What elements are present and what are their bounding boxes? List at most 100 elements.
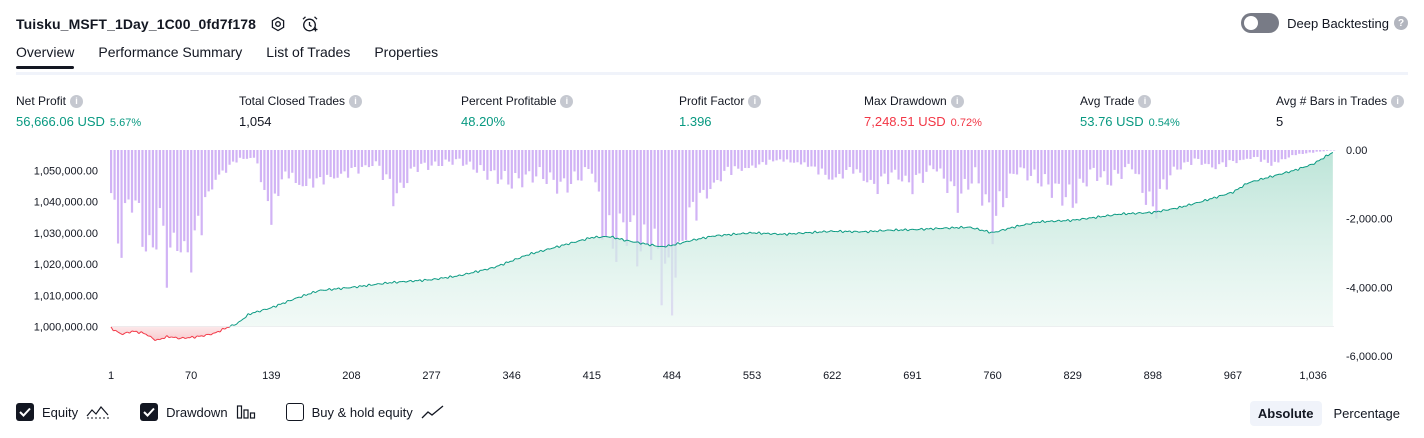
info-icon[interactable]: i bbox=[1138, 94, 1152, 108]
drawdown-bar bbox=[1141, 150, 1144, 193]
tab-list-of-trades[interactable]: List of Trades bbox=[266, 44, 351, 60]
equity-line-segment bbox=[1251, 180, 1255, 183]
equity-line-segment bbox=[847, 230, 850, 233]
equity-line-segment bbox=[640, 242, 644, 245]
tab-overview[interactable]: Overview bbox=[16, 44, 75, 69]
equity-line-segment bbox=[482, 268, 486, 271]
chart-legend: Equity Drawdown Buy & hold equity bbox=[16, 403, 475, 421]
drawdown-bar bbox=[1057, 150, 1060, 184]
drawdown-bar bbox=[270, 150, 273, 225]
drawdown-bar bbox=[500, 150, 503, 180]
equity-line-segment bbox=[700, 236, 704, 240]
settings-gear-icon[interactable] bbox=[268, 14, 288, 34]
drawdown-bar bbox=[1033, 150, 1036, 170]
drawdown-bar bbox=[423, 150, 426, 163]
info-icon[interactable]: i bbox=[349, 94, 363, 108]
equity-line-segment bbox=[703, 236, 706, 240]
equity-line-segment bbox=[138, 331, 142, 334]
tab-performance-summary[interactable]: Performance Summary bbox=[98, 44, 243, 60]
drawdown-bar bbox=[514, 150, 517, 174]
drawdown-bar bbox=[1075, 150, 1078, 204]
drawdown-bar bbox=[967, 150, 970, 190]
equity-line-segment bbox=[761, 232, 764, 235]
drawdown-bar bbox=[900, 150, 904, 182]
equity-line-segment bbox=[505, 261, 509, 263]
equity-line-segment bbox=[336, 287, 339, 290]
drawdown-bar bbox=[824, 150, 827, 175]
info-icon[interactable]: i bbox=[1391, 94, 1405, 108]
drawdown-bar bbox=[712, 150, 715, 183]
equity-profit-fill bbox=[111, 152, 1333, 327]
right-axis-tick: -4,000.00 bbox=[1346, 282, 1392, 294]
info-icon[interactable]: i bbox=[70, 94, 84, 108]
tab-properties[interactable]: Properties bbox=[374, 44, 439, 60]
drawdown-bar bbox=[998, 150, 1001, 192]
drawdown-bar bbox=[1204, 150, 1207, 164]
equity-line-segment bbox=[951, 226, 955, 229]
drawdown-bar bbox=[573, 150, 576, 172]
drawdown-bar bbox=[803, 150, 806, 163]
equity-line-segment bbox=[942, 227, 946, 229]
equity-checkbox[interactable] bbox=[16, 403, 34, 421]
buy-hold-checkbox[interactable] bbox=[285, 403, 304, 421]
drawdown-bar bbox=[841, 150, 844, 179]
total-closed-trades-value: 1,054 bbox=[239, 114, 272, 129]
drawdown-bar bbox=[510, 150, 513, 189]
drawdown-bar bbox=[918, 150, 921, 174]
equity-line-segment bbox=[371, 284, 374, 286]
equity-line-segment bbox=[1276, 173, 1280, 176]
equity-line-segment bbox=[582, 239, 586, 242]
info-icon[interactable]: i bbox=[560, 94, 574, 108]
drawdown-bar bbox=[566, 150, 569, 193]
legend-buy-hold[interactable]: Buy & hold equity bbox=[285, 403, 445, 421]
drawdown-bar bbox=[698, 150, 702, 193]
equity-line-segment bbox=[1095, 215, 1099, 219]
equity-line-segment bbox=[554, 245, 558, 249]
deep-backtesting-toggle[interactable] bbox=[1241, 13, 1280, 33]
drawdown-bar bbox=[1186, 150, 1189, 162]
drawdown-bar bbox=[754, 150, 757, 168]
equity-line-segment bbox=[828, 230, 832, 233]
percentage-button[interactable]: Percentage bbox=[1333, 406, 1401, 421]
equity-line-segment bbox=[651, 243, 655, 247]
equity-line-segment bbox=[719, 234, 723, 237]
max-drawdown-value: 7,248.51 USD bbox=[864, 114, 946, 129]
equity-line-segment bbox=[1049, 220, 1052, 222]
left-price-axis: 1,000,000.00 1,010,000.00 1,020,000.00 1,03… bbox=[34, 165, 98, 333]
equity-line-segment bbox=[1174, 207, 1178, 210]
drawdown-bar bbox=[1214, 150, 1217, 170]
equity-line-segment bbox=[802, 231, 806, 235]
equity-line-segment bbox=[182, 336, 186, 339]
drawdown-bar bbox=[1287, 150, 1290, 158]
equity-line-segment bbox=[1232, 189, 1236, 194]
equity-line-segment bbox=[1125, 212, 1129, 216]
equity-line-segment bbox=[747, 231, 751, 235]
help-icon[interactable]: ? bbox=[1394, 16, 1408, 30]
equity-line-segment bbox=[826, 231, 829, 233]
absolute-button[interactable]: Absolute bbox=[1249, 401, 1322, 426]
legend-drawdown[interactable]: Drawdown bbox=[140, 403, 255, 421]
info-icon[interactable]: i bbox=[950, 94, 964, 108]
add-alert-clock-icon[interactable] bbox=[300, 14, 320, 34]
drawdown-checkbox[interactable] bbox=[140, 403, 159, 421]
equity-line-segment bbox=[1056, 219, 1059, 222]
drawdown-bar bbox=[970, 150, 973, 184]
drawdown-bar bbox=[1329, 150, 1332, 151]
info-icon[interactable]: i bbox=[748, 94, 762, 108]
equity-line-segment bbox=[326, 288, 330, 291]
metric-percent-profitable: Percent Profitable i 48.20% bbox=[461, 94, 574, 129]
drawdown-bar bbox=[1099, 150, 1102, 178]
equity-drawdown-chart[interactable]: 1,000,000.00 1,010,000.00 1,020,000.00 1,03… bbox=[0, 140, 1424, 395]
legend-equity[interactable]: Equity bbox=[16, 403, 110, 421]
drawdown-bar bbox=[1158, 150, 1161, 189]
equity-line-segment bbox=[1023, 223, 1027, 226]
metric-total-closed-trades: Total Closed Trades i 1,054 bbox=[239, 94, 363, 129]
total-closed-trades-label: Total Closed Trades bbox=[239, 94, 346, 108]
equity-line-segment bbox=[733, 232, 737, 236]
drawdown-bar bbox=[1029, 150, 1033, 176]
equity-line-segment bbox=[1160, 209, 1164, 213]
report-tabs: Overview Performance Summary List of Tra… bbox=[16, 44, 462, 69]
drawdown-bar bbox=[336, 150, 339, 178]
equity-line-segment bbox=[549, 247, 553, 250]
equity-line-segment bbox=[998, 229, 1001, 233]
